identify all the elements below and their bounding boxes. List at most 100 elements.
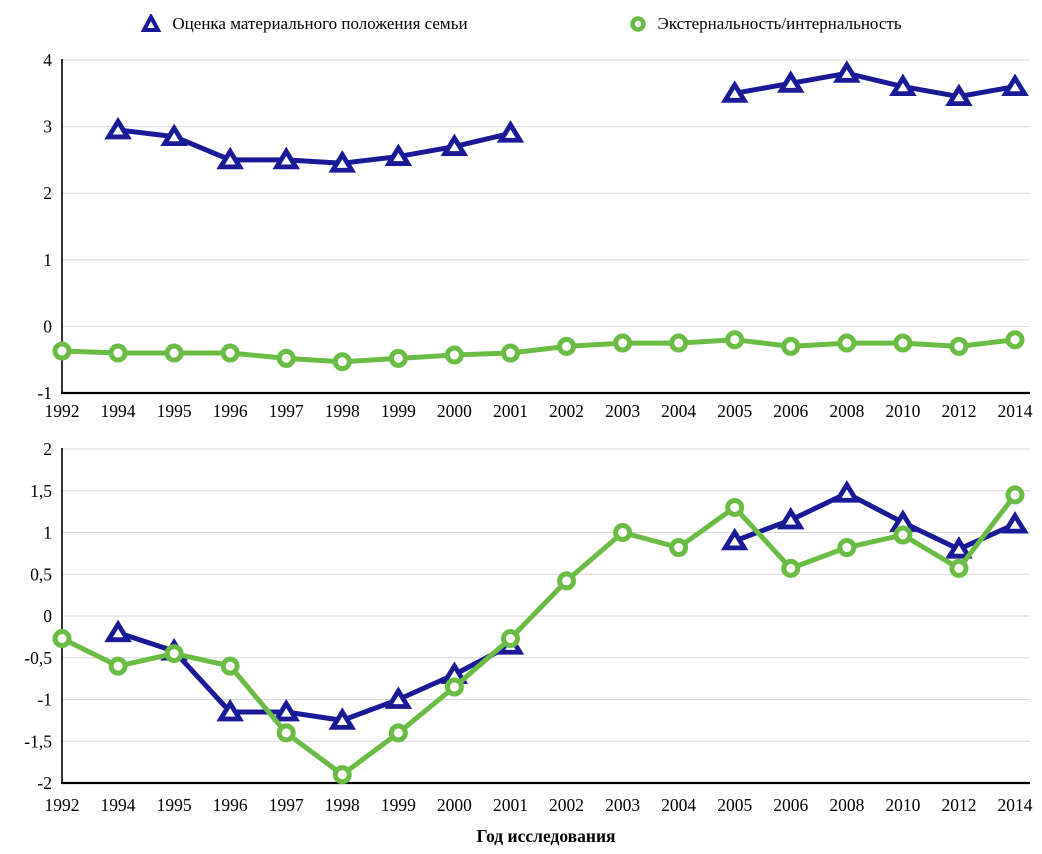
x-tick-label: 2010 (885, 795, 920, 815)
x-tick-label: 2000 (437, 401, 472, 421)
circle-marker (1005, 485, 1025, 505)
x-tick-label: 1994 (101, 401, 136, 421)
triangle-marker (328, 150, 357, 173)
circle-marker-icon (629, 15, 646, 32)
circle-marker (1005, 330, 1025, 350)
legend-item-material-assessment: Оценка материального положения семьи (140, 13, 468, 34)
circle-marker (388, 723, 408, 743)
circle-marker (949, 558, 969, 578)
x-tick-label: 2005 (717, 795, 752, 815)
triangle-marker (328, 707, 357, 730)
triangle-marker (384, 143, 413, 166)
x-tick-label: 2008 (829, 795, 864, 815)
x-tick-label: 1992 (45, 795, 80, 815)
x-tick-label: 2004 (661, 795, 696, 815)
triangle-marker (833, 60, 861, 83)
series-line (60, 493, 1017, 778)
circle-marker (220, 343, 240, 363)
y-tick-label: 2 (43, 183, 52, 203)
circle-marker (500, 629, 520, 649)
x-tick-label: 1998 (325, 795, 360, 815)
circle-marker (332, 352, 352, 372)
triangle-marker (160, 123, 188, 146)
x-tick-label: 1995 (157, 401, 192, 421)
y-tick-label: 3 (43, 117, 52, 137)
triangle-marker (833, 480, 861, 503)
circle-marker (893, 525, 913, 545)
y-tick-label: -2 (37, 773, 52, 793)
legend-label-externality: Экстернальность/интернальность (657, 13, 902, 33)
circle-marker (725, 330, 745, 350)
x-tick-label: 2004 (661, 401, 696, 421)
triangle-marker (272, 146, 301, 170)
x-tick-label: 1998 (325, 401, 360, 421)
circle-marker (108, 343, 128, 363)
triangle-marker (776, 506, 805, 530)
x-tick-label: 2003 (605, 795, 640, 815)
circle-marker (52, 341, 72, 361)
x-tick-label: 2012 (941, 795, 976, 815)
circle-marker (444, 345, 464, 365)
x-tick-label: 2006 (773, 795, 808, 815)
x-tick-label: 2000 (437, 795, 472, 815)
legend-label-material-assessment: Оценка материального положения семьи (172, 13, 468, 33)
y-tick-label: -1,5 (24, 731, 52, 751)
circle-marker (276, 348, 296, 368)
y-tick-label: 1 (43, 523, 52, 543)
legend: Оценка материального положения семьи Экс… (0, 0, 1042, 45)
circle-marker (837, 538, 857, 558)
circle-marker (332, 765, 352, 785)
circle-marker (500, 343, 520, 363)
y-tick-label: 2 (43, 439, 52, 459)
x-tick-label: 2014 (998, 401, 1033, 421)
circle-marker (837, 333, 857, 353)
x-tick-label: 2003 (605, 401, 640, 421)
y-tick-label: 0 (43, 606, 52, 626)
x-tick-label: 2005 (717, 401, 752, 421)
circle-marker (893, 333, 913, 353)
triangle-marker (440, 133, 469, 156)
triangle-marker (720, 80, 749, 103)
x-tick-label: 2010 (885, 401, 920, 421)
series-line (61, 337, 1016, 365)
circle-marker (444, 677, 464, 697)
x-tick-label: 2012 (941, 401, 976, 421)
x-tick-label: 1996 (213, 795, 248, 815)
x-tick-label: 1992 (45, 401, 80, 421)
circle-marker (52, 629, 72, 649)
circle-marker (949, 336, 969, 356)
circle-marker (557, 571, 577, 591)
x-axis-title: Год исследования (476, 826, 615, 846)
circle-marker (164, 644, 184, 664)
x-tick-label: 1999 (381, 401, 416, 421)
x-tick-label: 2001 (493, 401, 528, 421)
x-tick-label: 2014 (998, 795, 1033, 815)
circle-marker (613, 333, 633, 353)
circle-marker (276, 723, 296, 743)
triangle-marker (104, 619, 132, 643)
triangle-marker (945, 83, 973, 107)
triangle-marker (384, 686, 413, 709)
x-tick-label: 1997 (269, 401, 304, 421)
triangle-marker (496, 120, 525, 143)
y-tick-label: 1,5 (30, 481, 52, 501)
circle-marker (613, 523, 633, 542)
y-tick-label: 0,5 (30, 564, 52, 584)
y-tick-label: -1 (37, 383, 52, 403)
circle-marker (108, 656, 128, 676)
triangle-marker (776, 70, 805, 93)
x-tick-label: 2001 (493, 795, 528, 815)
circle-marker (781, 336, 801, 356)
x-tick-label: 2008 (829, 401, 864, 421)
circle-marker (669, 538, 689, 558)
circle-marker (781, 558, 801, 578)
triangle-marker (720, 527, 749, 551)
y-tick-label: -1 (37, 690, 52, 710)
circle-marker (725, 497, 745, 517)
circle-marker (164, 343, 184, 363)
y-tick-label: -0,5 (24, 648, 52, 668)
triangle-marker-icon (141, 13, 162, 32)
